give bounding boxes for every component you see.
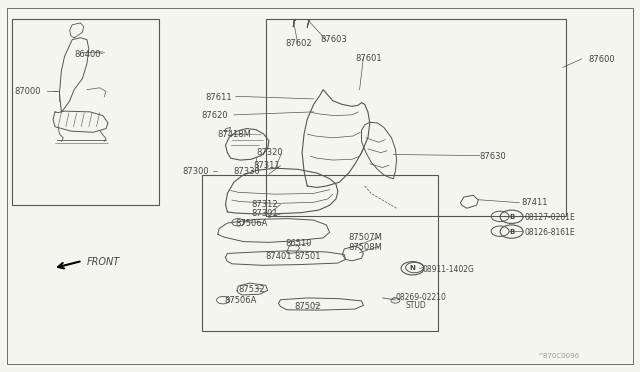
Bar — [12, 19, 159, 205]
Text: 87506A: 87506A — [236, 219, 268, 228]
Text: 08126-8161E: 08126-8161E — [524, 228, 575, 237]
Bar — [266, 19, 566, 216]
Text: 87401: 87401 — [266, 252, 292, 261]
Text: STUD: STUD — [406, 301, 426, 310]
Text: N: N — [410, 265, 415, 271]
Text: 08911-1402G: 08911-1402G — [422, 265, 474, 274]
Text: 87506A: 87506A — [224, 296, 257, 305]
Text: 87411: 87411 — [521, 198, 548, 207]
Text: 86400: 86400 — [74, 50, 100, 59]
Text: 87508M: 87508M — [349, 243, 383, 251]
Text: 87600: 87600 — [588, 55, 615, 64]
Text: FRONT: FRONT — [87, 257, 120, 267]
Text: 87502: 87502 — [294, 302, 321, 311]
Text: 87300: 87300 — [182, 167, 209, 176]
Text: 87312: 87312 — [252, 200, 278, 209]
Text: 87000: 87000 — [15, 87, 41, 96]
Text: B: B — [509, 214, 514, 220]
Text: 87301: 87301 — [252, 209, 278, 218]
Text: 08269-02210: 08269-02210 — [396, 293, 446, 302]
Text: 87603: 87603 — [320, 35, 347, 44]
Text: 87320: 87320 — [256, 148, 283, 157]
Bar — [202, 175, 438, 331]
Text: 87620: 87620 — [202, 111, 228, 120]
Text: 08127-0201E: 08127-0201E — [524, 213, 575, 222]
Text: 87532: 87532 — [238, 285, 265, 294]
Text: 87507M: 87507M — [349, 233, 383, 243]
Text: 87330: 87330 — [234, 167, 260, 176]
Text: 87418M: 87418M — [218, 129, 252, 139]
Text: 87630: 87630 — [479, 152, 506, 161]
Text: ^870C0096: ^870C0096 — [537, 353, 579, 359]
Text: B: B — [509, 228, 514, 235]
Text: 87601: 87601 — [355, 54, 381, 62]
Text: 86510: 86510 — [285, 239, 312, 248]
Text: 87611: 87611 — [205, 93, 232, 102]
Text: 87311: 87311 — [253, 161, 280, 170]
Text: 87602: 87602 — [285, 39, 312, 48]
Text: 87501: 87501 — [294, 252, 321, 261]
